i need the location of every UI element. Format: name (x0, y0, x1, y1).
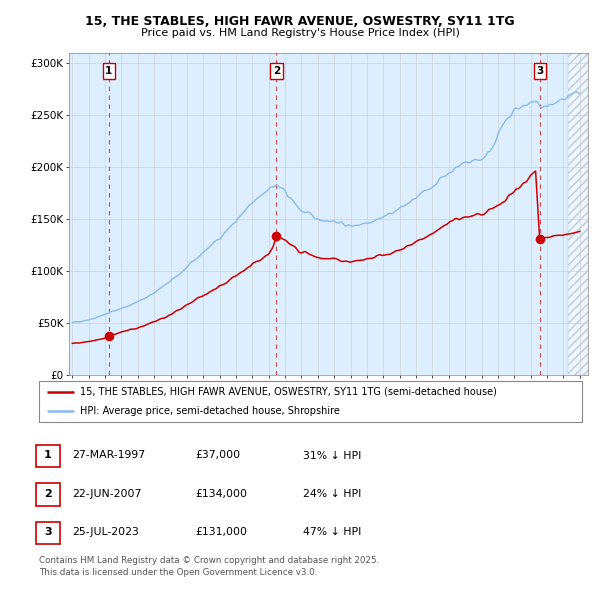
Text: 25-JUL-2023: 25-JUL-2023 (72, 527, 139, 537)
Text: 27-MAR-1997: 27-MAR-1997 (72, 451, 145, 460)
Text: 2: 2 (44, 489, 52, 499)
Text: 47% ↓ HPI: 47% ↓ HPI (303, 527, 361, 537)
Text: 1: 1 (44, 451, 52, 460)
Text: 22-JUN-2007: 22-JUN-2007 (72, 489, 142, 499)
Text: 15, THE STABLES, HIGH FAWR AVENUE, OSWESTRY, SY11 1TG (semi-detached house): 15, THE STABLES, HIGH FAWR AVENUE, OSWES… (80, 386, 497, 396)
Text: 2: 2 (273, 66, 280, 76)
Text: 1: 1 (105, 66, 112, 76)
Point (272, 231, 281, 240)
Text: Price paid vs. HM Land Registry's House Price Index (HPI): Price paid vs. HM Land Registry's House … (140, 28, 460, 38)
Text: £131,000: £131,000 (195, 527, 247, 537)
Text: 31% ↓ HPI: 31% ↓ HPI (303, 451, 361, 460)
Text: 3: 3 (536, 66, 544, 76)
Point (535, 234, 545, 244)
Text: 15, THE STABLES, HIGH FAWR AVENUE, OSWESTRY, SY11 1TG: 15, THE STABLES, HIGH FAWR AVENUE, OSWES… (85, 15, 515, 28)
Text: 24% ↓ HPI: 24% ↓ HPI (303, 489, 361, 499)
Point (104, 332, 113, 341)
Text: Contains HM Land Registry data © Crown copyright and database right 2025.
This d: Contains HM Land Registry data © Crown c… (39, 556, 379, 577)
Text: £37,000: £37,000 (195, 451, 240, 460)
Text: £134,000: £134,000 (195, 489, 247, 499)
Text: 3: 3 (44, 527, 52, 537)
Text: HPI: Average price, semi-detached house, Shropshire: HPI: Average price, semi-detached house,… (80, 406, 340, 416)
